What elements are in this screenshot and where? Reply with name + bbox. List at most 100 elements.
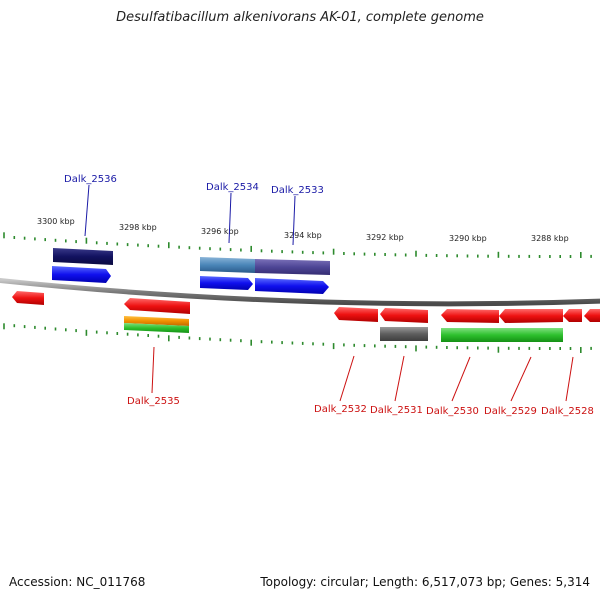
gene-arrow-dalk-2533[interactable] [255, 278, 329, 294]
minor-tick [456, 254, 458, 258]
accession-text: Accession: NC_011768 [9, 575, 146, 589]
gene-label-dalk-2535[interactable]: Dalk_2535 [127, 396, 180, 407]
gene-arrow-dalk-2530[interactable] [441, 309, 499, 323]
minor-tick [126, 332, 129, 336]
gene-label-dalk-2530[interactable]: Dalk_2530 [426, 406, 479, 417]
minor-tick [116, 242, 119, 246]
minor-tick [466, 346, 469, 350]
gene-feature-dalk-2533-cog[interactable] [255, 259, 330, 275]
tick-label: 3288 kbp [531, 234, 569, 243]
gene-feature-dalk-2536-cog[interactable] [53, 248, 113, 265]
minor-tick [54, 238, 57, 242]
minor-tick [477, 254, 479, 258]
minor-tick [435, 254, 438, 257]
gene-feature-dalk-2535-cog-orange[interactable] [124, 316, 189, 326]
gene-label-dalk-2529[interactable]: Dalk_2529 [484, 406, 537, 417]
major-tick [497, 346, 500, 353]
minor-tick [404, 345, 407, 349]
minor-tick [549, 255, 551, 258]
gene-arrow-dalk-2529[interactable] [499, 309, 563, 323]
minor-tick [528, 346, 531, 350]
minor-tick [312, 251, 314, 255]
minor-tick [301, 341, 304, 345]
major-tick [168, 335, 170, 342]
major-tick [250, 245, 252, 252]
minor-tick [147, 244, 149, 248]
gene-feature-dalk-2534-cog[interactable] [200, 257, 255, 273]
major-tick [415, 345, 417, 352]
gene-arrow-dalk-2535[interactable] [124, 298, 190, 314]
minor-tick [75, 329, 77, 333]
minor-tick [188, 246, 191, 250]
minor-tick [198, 337, 201, 341]
minor-tick [157, 244, 160, 248]
gene-label-dalk-2528[interactable]: Dalk_2528 [541, 406, 594, 417]
minor-tick [518, 254, 520, 258]
gene-feature-dalk-2530-cog[interactable] [441, 328, 499, 342]
minor-tick [126, 243, 129, 247]
minor-tick [44, 238, 46, 242]
minor-tick [198, 246, 201, 250]
major-tick [168, 242, 170, 249]
minor-tick [477, 346, 479, 350]
leader-line-dalk-2534 [228, 192, 232, 244]
minor-tick [425, 345, 428, 349]
minor-tick [559, 255, 561, 258]
major-tick [497, 251, 500, 258]
minor-tick [518, 346, 520, 350]
minor-tick [343, 343, 345, 347]
minor-tick [374, 252, 376, 256]
minor-tick [147, 334, 149, 337]
gene-arrow-dalk-2536[interactable] [52, 266, 111, 283]
minor-tick [590, 346, 592, 350]
minor-tick [44, 326, 46, 330]
leader-line-dalk-2528 [565, 356, 574, 402]
minor-tick [13, 324, 16, 328]
minor-tick [13, 236, 16, 239]
gene-label-dalk-2536[interactable]: Dalk_2536 [64, 174, 117, 185]
gene-label-dalk-2534[interactable]: Dalk_2534 [206, 182, 259, 193]
tick-label: 3294 kbp [284, 231, 322, 240]
gene-feature-dalk-2531-cog[interactable] [380, 327, 428, 341]
major-tick [415, 250, 417, 257]
leader-line-dalk-2535 [151, 346, 155, 394]
minor-tick [549, 347, 551, 350]
minor-tick [538, 255, 541, 258]
major-tick [3, 232, 5, 239]
tick-label: 3290 kbp [449, 234, 487, 243]
minor-tick [394, 344, 397, 348]
minor-tick [54, 327, 57, 331]
major-tick [332, 248, 335, 255]
minor-tick [34, 325, 36, 329]
gene-arrow-reverse[interactable] [12, 291, 44, 305]
gene-label-dalk-2531[interactable]: Dalk_2531 [370, 405, 423, 416]
minor-tick [260, 340, 263, 344]
minor-tick [229, 248, 232, 252]
minor-tick [65, 328, 67, 332]
gene-label-dalk-2532[interactable]: Dalk_2532 [314, 404, 367, 415]
minor-tick [178, 245, 180, 249]
tick-label: 3298 kbp [119, 223, 157, 232]
minor-tick [116, 332, 119, 335]
gene-label-dalk-2533[interactable]: Dalk_2533 [271, 185, 324, 196]
gene-feature-dalk-2529-cog[interactable] [499, 328, 563, 342]
minor-tick [363, 344, 366, 348]
genome-title: Desulfatibacillum alkenivorans AK-01, co… [116, 10, 484, 25]
major-tick [580, 252, 582, 258]
gene-arrow-dalk-2532[interactable] [334, 307, 378, 322]
minor-tick [374, 344, 376, 348]
minor-tick [240, 339, 242, 343]
gene-feature-dalk-2535-cog-green[interactable] [124, 323, 189, 333]
gene-arrow-dalk-2534[interactable] [200, 276, 253, 290]
minor-tick [291, 341, 294, 345]
gene-arrow-reverse-edge[interactable] [584, 309, 600, 322]
gene-arrow-dalk-2531[interactable] [380, 308, 428, 323]
minor-tick [507, 254, 510, 258]
minor-tick [281, 250, 283, 254]
gene-arrow-dalk-2528[interactable] [563, 309, 582, 322]
minor-tick [178, 335, 180, 339]
minor-tick [528, 254, 531, 258]
minor-tick [75, 240, 77, 244]
minor-tick [487, 346, 489, 350]
minor-tick [446, 254, 448, 258]
